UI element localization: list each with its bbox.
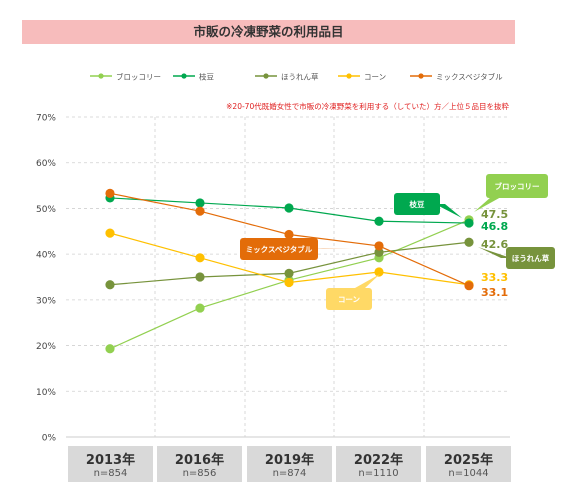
end-value-label: 33.3 bbox=[481, 271, 508, 284]
sample-size-label: n=1110 bbox=[358, 468, 399, 479]
y-tick-label: 70% bbox=[36, 114, 56, 124]
category-box: 2019年 n=874 bbox=[247, 446, 332, 482]
category-box: 2025年 n=1044 bbox=[426, 446, 511, 482]
callout-pointer bbox=[313, 248, 352, 249]
legend-swatch-marker bbox=[418, 73, 424, 79]
y-tick-label: 50% bbox=[36, 205, 56, 215]
data-point bbox=[105, 188, 115, 198]
data-point bbox=[464, 218, 474, 228]
callout-label: 枝豆 bbox=[409, 199, 425, 209]
category-box: 2022年 n=1110 bbox=[336, 446, 421, 482]
legend-swatch-marker bbox=[181, 73, 187, 79]
y-tick-label: 0% bbox=[42, 434, 57, 444]
data-point bbox=[284, 229, 294, 240]
y-tick-label: 30% bbox=[36, 296, 56, 306]
data-point bbox=[105, 280, 115, 290]
end-value-label: 47.5 bbox=[481, 208, 508, 221]
callout-box bbox=[326, 288, 372, 310]
y-tick-label: 40% bbox=[36, 251, 56, 261]
callout-label: コーン bbox=[338, 295, 361, 304]
category-box: 2016年 n=856 bbox=[157, 446, 242, 482]
data-point bbox=[374, 247, 384, 257]
category-box: 2013年 n=854 bbox=[68, 446, 153, 482]
callout-pointer bbox=[478, 247, 511, 258]
chart-title-bar: 市販の冷凍野菜の利用品目 bbox=[22, 20, 515, 44]
data-point bbox=[464, 237, 474, 247]
callout-box bbox=[240, 238, 318, 260]
x-tick-label: 2019年 bbox=[264, 453, 315, 468]
data-point bbox=[195, 253, 205, 263]
data-point bbox=[284, 268, 294, 278]
chart-title: 市販の冷凍野菜の利用品目 bbox=[193, 24, 344, 39]
end-value-label: 33.1 bbox=[481, 286, 508, 299]
legend-swatch-marker bbox=[98, 73, 104, 79]
data-point bbox=[195, 272, 205, 282]
data-point bbox=[374, 267, 384, 277]
x-tick-label: 2025年 bbox=[443, 453, 494, 468]
callout-box bbox=[506, 247, 555, 269]
sample-size-label: n=874 bbox=[272, 468, 307, 479]
data-point bbox=[284, 277, 294, 288]
legend-swatch-marker bbox=[346, 73, 352, 79]
data-point bbox=[105, 344, 115, 354]
legend-label: ミックスベジタブル bbox=[436, 72, 503, 82]
legend-label: 枝豆 bbox=[199, 72, 214, 82]
end-value-label: 46.8 bbox=[481, 220, 508, 233]
data-point bbox=[195, 206, 205, 216]
sample-size-label: n=854 bbox=[93, 468, 128, 479]
callout-pointer bbox=[474, 197, 501, 212]
data-point bbox=[374, 216, 384, 226]
data-point bbox=[284, 203, 294, 213]
y-tick-label: 20% bbox=[36, 342, 56, 352]
x-tick-label: 2022年 bbox=[353, 453, 404, 468]
callout-label: ほうれん草 bbox=[512, 253, 550, 263]
x-tick-label: 2016年 bbox=[174, 453, 225, 468]
callout-box bbox=[486, 174, 548, 198]
data-point bbox=[464, 281, 474, 291]
legend-label: ほうれん草 bbox=[281, 72, 319, 82]
callout-pointer bbox=[355, 274, 380, 288]
data-point bbox=[105, 228, 115, 238]
callout-label: ミックスベジタブル bbox=[246, 244, 313, 254]
data-point bbox=[195, 198, 205, 208]
legend-label: コーン bbox=[364, 73, 386, 82]
chart-note: ※20-70代既婚女性で市販の冷凍野菜を利用する（していた）方／上位５品目を抜粋 bbox=[226, 101, 509, 111]
legend-swatch-marker bbox=[263, 73, 269, 79]
sample-size-label: n=1044 bbox=[448, 468, 489, 479]
data-point bbox=[374, 241, 384, 251]
callout-label: ブロッコリー bbox=[495, 181, 540, 191]
callout-box bbox=[394, 193, 440, 215]
x-tick-label: 2013年 bbox=[85, 453, 136, 468]
legend-label: ブロッコリー bbox=[116, 72, 161, 82]
end-value-label: 42.6 bbox=[481, 238, 508, 251]
sample-size-label: n=856 bbox=[182, 468, 217, 479]
callout-pointer bbox=[435, 204, 462, 218]
y-tick-label: 60% bbox=[36, 159, 56, 169]
data-point bbox=[195, 303, 205, 313]
y-tick-label: 10% bbox=[36, 388, 56, 398]
